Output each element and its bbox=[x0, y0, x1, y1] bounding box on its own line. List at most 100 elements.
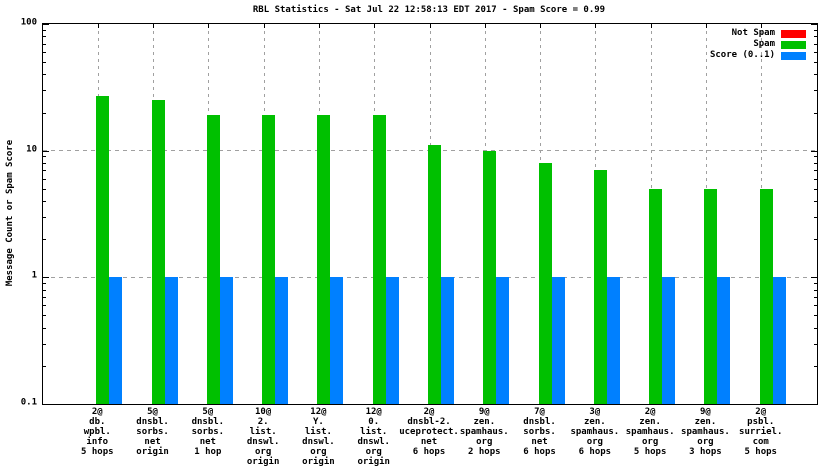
bar-score-0-1- bbox=[164, 277, 178, 404]
bar-score-0-1- bbox=[496, 277, 510, 404]
x-tick-label: 9@ zen. spamhaus. org 3 hops bbox=[681, 407, 730, 457]
legend-item: Score (0..1) bbox=[710, 50, 806, 61]
legend-item: Not Spam bbox=[710, 28, 806, 39]
bar-spam bbox=[538, 162, 552, 404]
legend-swatch bbox=[781, 40, 806, 49]
y-minor-tick bbox=[43, 74, 46, 76]
x-tick-label: 9@ zen. spamhaus. org 2 hops bbox=[459, 407, 509, 457]
y-major-tick bbox=[43, 150, 49, 152]
y-minor-tick bbox=[43, 343, 46, 345]
bar-score-0-1- bbox=[606, 277, 620, 404]
y-axis-title: Message Count or Spam Score bbox=[5, 139, 15, 287]
y-tick-label: 100 bbox=[20, 17, 37, 28]
y-minor-tick bbox=[43, 201, 46, 203]
x-top-tick bbox=[97, 24, 99, 28]
y-minor-tick bbox=[814, 74, 817, 76]
x-tick-label: 3@ zen. spamhaus. org 6 hops bbox=[570, 407, 620, 457]
y-minor-tick bbox=[43, 62, 46, 64]
y-minor-tick bbox=[814, 289, 817, 291]
y-minor-tick bbox=[43, 170, 46, 172]
y-tick-label: 10 bbox=[26, 144, 37, 155]
y-minor-tick bbox=[43, 112, 46, 114]
bar-score-0-1- bbox=[219, 277, 233, 404]
bar-spam bbox=[759, 188, 773, 404]
x-top-tick bbox=[705, 24, 707, 28]
y-minor-tick bbox=[814, 178, 817, 180]
x-top-tick bbox=[429, 24, 431, 28]
x-tick-label: 2@ zen. spamhaus. org 5 hops bbox=[625, 407, 675, 457]
bar-spam bbox=[483, 150, 497, 404]
bar-score-0-1- bbox=[772, 277, 786, 404]
y-tick-label: 1 bbox=[31, 270, 37, 281]
legend-label: Spam bbox=[753, 39, 775, 49]
x-tick-label: 2@ psbl. surriel. com 5 hops bbox=[739, 407, 783, 457]
legend-swatch bbox=[781, 29, 806, 38]
y-minor-tick bbox=[814, 365, 817, 367]
y-minor-tick bbox=[814, 201, 817, 203]
x-top-tick bbox=[208, 24, 210, 28]
y-minor-tick bbox=[43, 283, 46, 285]
y-minor-tick bbox=[43, 156, 46, 158]
y-minor-tick bbox=[814, 29, 817, 31]
y-major-tick bbox=[811, 24, 817, 25]
y-minor-tick bbox=[43, 216, 46, 218]
y-major-tick bbox=[43, 24, 49, 25]
bar-score-0-1- bbox=[441, 277, 454, 404]
y-minor-tick bbox=[43, 305, 46, 307]
bar-score-0-1- bbox=[662, 277, 676, 404]
bar-spam bbox=[151, 100, 165, 404]
x-tick-label: 10@ 2. list. dnswl. org origin bbox=[246, 407, 280, 467]
y-major-tick bbox=[811, 277, 817, 279]
plot-area: Not Spam Spam Score (0..1) bbox=[42, 23, 818, 405]
y-minor-tick bbox=[814, 239, 817, 241]
y-minor-tick bbox=[43, 188, 46, 190]
legend-label: Score (0..1) bbox=[709, 50, 775, 60]
bar-spam bbox=[317, 115, 331, 404]
y-minor-tick bbox=[814, 43, 817, 45]
bar-spam bbox=[96, 96, 110, 404]
bar-score-0-1- bbox=[551, 277, 565, 404]
y-minor-tick bbox=[814, 327, 817, 329]
x-tick-label: 2@ db. wpbl. info 5 hops bbox=[81, 407, 114, 457]
x-tick-label: 7@ dnsbl. sorbs. net 6 hops bbox=[523, 407, 556, 457]
bar-spam bbox=[649, 188, 663, 404]
bar-score-0-1- bbox=[109, 277, 123, 404]
x-tick-label: 5@ dnsbl. sorbs. net 1 hop bbox=[191, 407, 225, 457]
x-tick-label: 2@ dnsbl-2. uceprotect. net 6 hops bbox=[399, 407, 459, 457]
y-minor-tick bbox=[814, 216, 817, 218]
y-minor-tick bbox=[43, 52, 46, 54]
bar-score-0-1- bbox=[275, 277, 289, 404]
bar-spam bbox=[372, 115, 386, 404]
chart-title: RBL Statistics - Sat Jul 22 12:58:13 EDT… bbox=[252, 5, 606, 15]
y-minor-tick bbox=[43, 29, 46, 31]
y-minor-tick bbox=[43, 178, 46, 180]
y-minor-tick bbox=[814, 315, 817, 317]
x-top-tick bbox=[540, 24, 542, 28]
bar-spam bbox=[704, 188, 718, 404]
y-minor-tick bbox=[814, 90, 817, 92]
y-minor-tick bbox=[43, 90, 46, 92]
y-minor-tick bbox=[43, 289, 46, 291]
x-top-tick bbox=[153, 24, 155, 28]
y-minor-tick bbox=[43, 315, 46, 317]
y-major-tick bbox=[43, 277, 49, 279]
x-top-tick bbox=[595, 24, 597, 28]
x-top-tick bbox=[318, 24, 320, 28]
y-minor-tick bbox=[814, 112, 817, 114]
y-minor-tick bbox=[814, 305, 817, 307]
bar-score-0-1- bbox=[717, 277, 731, 404]
y-minor-tick bbox=[814, 36, 817, 38]
x-top-tick bbox=[484, 24, 486, 28]
y-minor-tick bbox=[43, 36, 46, 38]
x-top-tick bbox=[263, 24, 265, 28]
x-tick-label: 12@ 0. list. dnswl. org origin bbox=[357, 407, 390, 467]
y-minor-tick bbox=[814, 156, 817, 158]
y-minor-tick bbox=[814, 188, 817, 190]
y-minor-tick bbox=[43, 239, 46, 241]
y-major-tick bbox=[43, 404, 49, 405]
y-minor-tick bbox=[43, 296, 46, 298]
y-minor-tick bbox=[814, 162, 817, 164]
x-tick-label: 12@ Y. list. dnswl. org origin bbox=[302, 407, 335, 467]
y-major-tick bbox=[811, 404, 817, 405]
